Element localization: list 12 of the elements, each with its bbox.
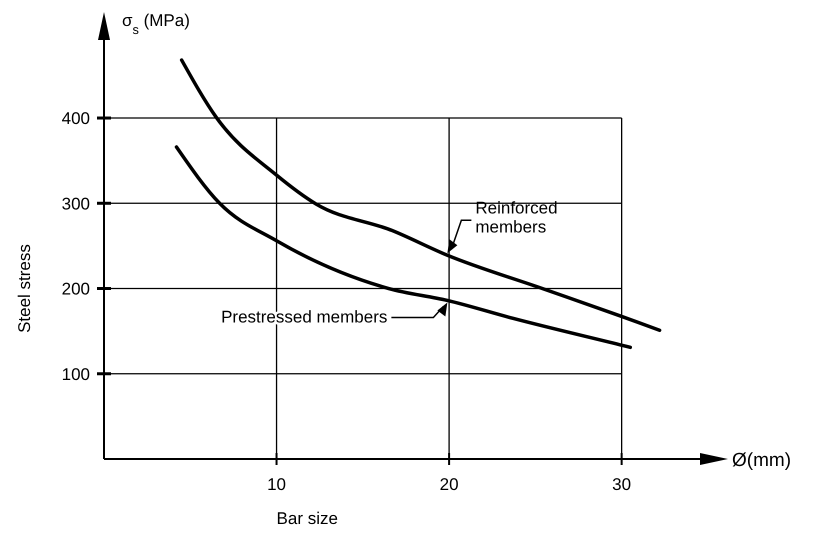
y-tick-label: 100: [62, 364, 90, 384]
y-tick-label: 300: [62, 194, 90, 214]
x-tick-label: 30: [612, 475, 632, 494]
y-tick-label: 400: [62, 109, 90, 128]
y-tick-label: 200: [62, 280, 90, 299]
text: Ø(mm): [732, 450, 792, 471]
x-tick-label: 10: [267, 475, 286, 494]
x-axis-title: Bar size: [276, 509, 338, 528]
annotation: σ$_{s}$ (MPa): [122, 11, 190, 36]
x-tick-label: 20: [440, 475, 459, 494]
series-label: Reinforced members: [475, 198, 558, 236]
y-axis-title: Steel stress: [15, 244, 34, 333]
